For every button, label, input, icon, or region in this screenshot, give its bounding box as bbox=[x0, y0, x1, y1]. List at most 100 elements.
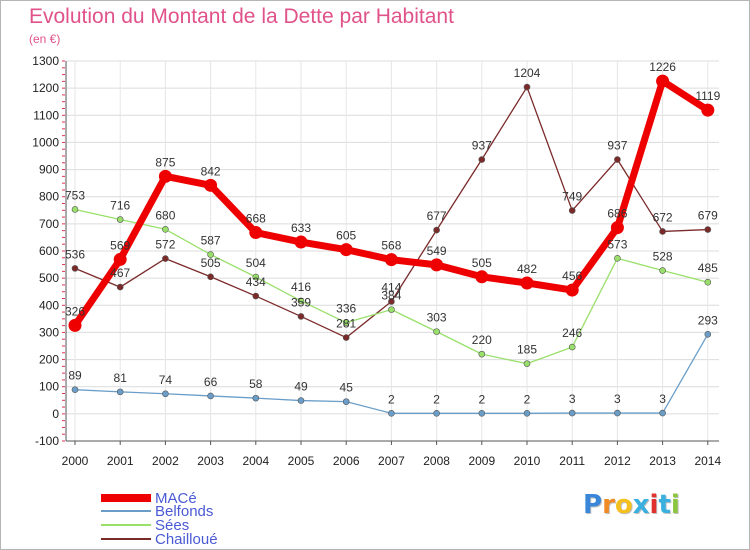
logo-letter: i bbox=[670, 490, 680, 520]
data-point bbox=[297, 297, 305, 305]
y-tick-label: 1000 bbox=[32, 135, 59, 149]
data-point bbox=[294, 235, 308, 249]
data-point bbox=[162, 390, 169, 398]
data-point bbox=[433, 328, 440, 335]
data-point bbox=[204, 178, 218, 192]
data-label: 569 bbox=[110, 238, 130, 252]
data-label: 937 bbox=[607, 139, 627, 153]
legend-label: Sées bbox=[155, 516, 190, 534]
data-label: 605 bbox=[336, 229, 356, 243]
logo-letter: t bbox=[658, 490, 671, 520]
data-point bbox=[342, 334, 350, 341]
data-point bbox=[116, 283, 124, 291]
legend-item: MACé bbox=[101, 489, 197, 507]
data-point bbox=[568, 343, 576, 351]
logo-letter: r bbox=[602, 490, 615, 520]
legend-swatch bbox=[101, 510, 151, 512]
data-label: 89 bbox=[68, 369, 82, 383]
y-tick-label: -100 bbox=[35, 434, 59, 448]
data-label: 505 bbox=[201, 256, 221, 270]
data-point bbox=[568, 207, 576, 214]
series-1 bbox=[71, 331, 712, 417]
x-tick-label: 2000 bbox=[62, 454, 89, 468]
x-tick-label: 2008 bbox=[423, 454, 450, 468]
x-tick-label: 2010 bbox=[514, 454, 541, 468]
data-label: 293 bbox=[698, 313, 718, 327]
legend-item: Belfonds bbox=[101, 503, 213, 520]
x-tick-label: 2014 bbox=[694, 454, 721, 468]
data-point bbox=[520, 276, 534, 290]
data-point bbox=[68, 318, 82, 332]
data-label: 680 bbox=[155, 208, 175, 222]
data-label: 74 bbox=[159, 373, 173, 387]
legend-item: Sées bbox=[101, 516, 190, 534]
data-point bbox=[116, 388, 124, 396]
data-label: 573 bbox=[607, 237, 627, 251]
data-label: 485 bbox=[698, 261, 718, 275]
data-label: 1119 bbox=[695, 89, 720, 103]
data-label: 434 bbox=[246, 275, 266, 289]
data-label: 568 bbox=[381, 239, 401, 253]
y-tick-label: 600 bbox=[39, 244, 59, 258]
legend-label: MACé bbox=[155, 489, 197, 507]
data-label: 456 bbox=[562, 269, 582, 283]
data-label: 49 bbox=[294, 380, 308, 394]
data-point bbox=[478, 156, 486, 163]
data-label: 677 bbox=[427, 209, 447, 223]
data-label: 686 bbox=[607, 207, 627, 221]
data-point bbox=[523, 83, 531, 91]
data-point bbox=[207, 251, 214, 258]
data-label: 716 bbox=[110, 199, 130, 213]
y-tick-label: 500 bbox=[39, 271, 59, 285]
data-point bbox=[568, 409, 576, 417]
data-point bbox=[704, 331, 712, 338]
data-label: 326 bbox=[65, 304, 85, 318]
legend-swatch bbox=[101, 524, 151, 526]
data-label: 246 bbox=[562, 326, 582, 340]
data-point bbox=[388, 306, 395, 313]
data-point bbox=[384, 253, 398, 267]
data-point bbox=[704, 226, 712, 233]
legend-item: Chailloué bbox=[101, 531, 218, 548]
data-label: 679 bbox=[698, 209, 718, 223]
data-label: 185 bbox=[517, 343, 537, 357]
data-label: 384 bbox=[381, 289, 401, 303]
legend-swatch bbox=[101, 494, 151, 502]
data-label: 66 bbox=[204, 375, 218, 389]
x-tick-label: 2013 bbox=[649, 454, 676, 468]
data-point bbox=[71, 265, 79, 272]
data-point bbox=[430, 258, 444, 272]
logo-letter: o bbox=[614, 490, 633, 520]
data-label: 45 bbox=[340, 381, 354, 395]
data-label: 633 bbox=[291, 221, 311, 235]
data-label: 2 bbox=[524, 392, 531, 406]
y-tick-label: 800 bbox=[39, 190, 59, 204]
data-label: 549 bbox=[427, 244, 447, 258]
data-point bbox=[610, 221, 624, 235]
data-label: 587 bbox=[201, 234, 221, 248]
data-point bbox=[249, 226, 263, 240]
data-label: 504 bbox=[246, 256, 266, 270]
data-point bbox=[116, 216, 124, 223]
data-point bbox=[659, 228, 666, 235]
data-label: 281 bbox=[336, 317, 356, 331]
data-point bbox=[614, 409, 621, 417]
data-label: 1226 bbox=[649, 60, 676, 74]
data-point bbox=[433, 226, 440, 234]
data-point bbox=[388, 410, 395, 417]
data-label: 2 bbox=[388, 392, 395, 406]
data-label: 1204 bbox=[514, 66, 541, 80]
data-label: 2 bbox=[433, 392, 440, 406]
series-3 bbox=[71, 83, 712, 341]
data-label: 3 bbox=[614, 392, 621, 406]
data-point bbox=[342, 319, 350, 326]
data-label: 81 bbox=[114, 371, 128, 385]
y-tick-label: 1200 bbox=[32, 81, 59, 95]
data-point bbox=[207, 392, 214, 400]
logo-letter: P bbox=[583, 490, 603, 520]
data-label: 875 bbox=[155, 155, 175, 169]
data-point bbox=[342, 398, 350, 405]
data-label: 336 bbox=[336, 302, 356, 316]
data-point bbox=[207, 273, 214, 281]
